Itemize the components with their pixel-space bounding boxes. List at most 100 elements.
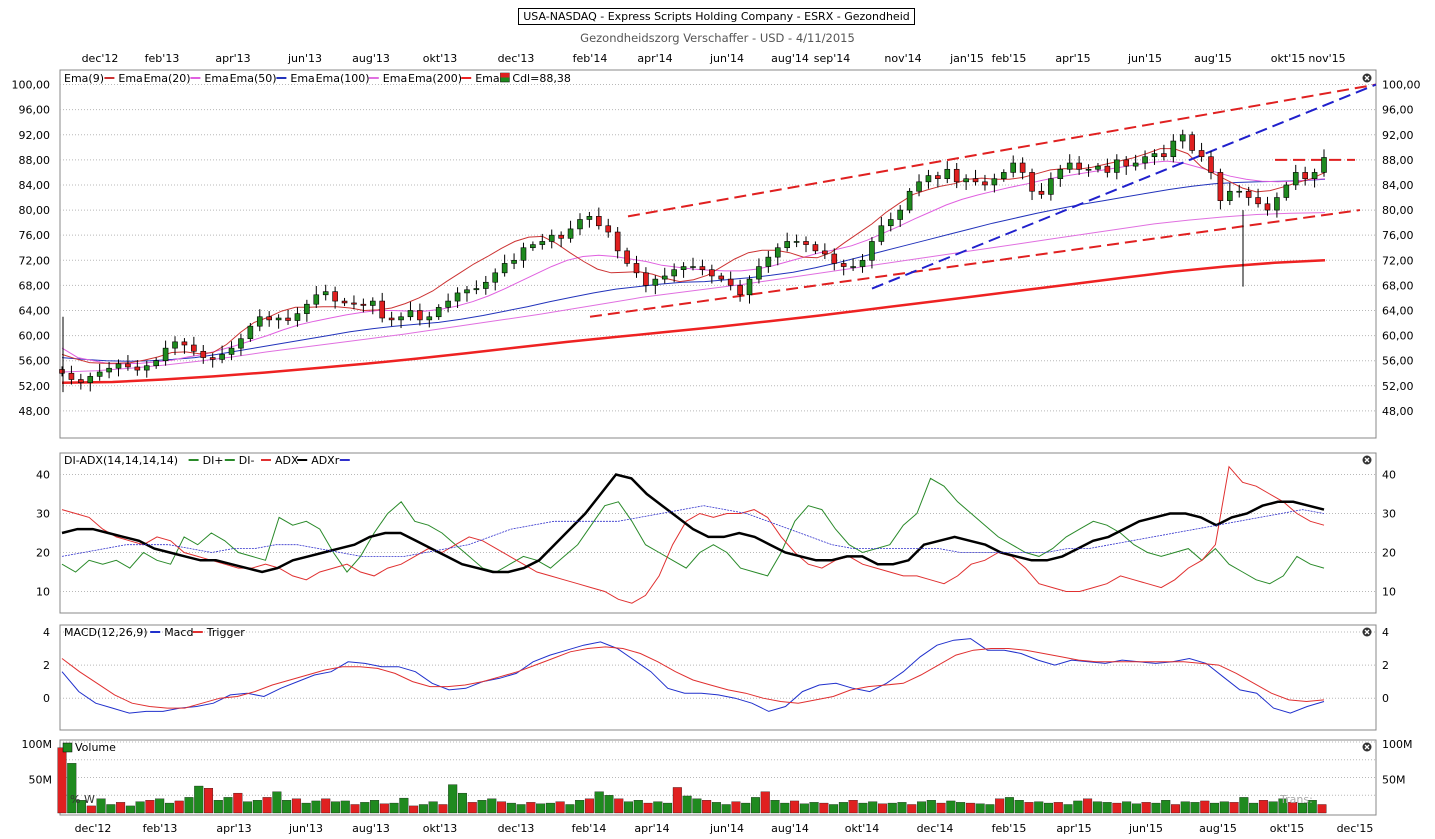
candle-down [379, 300, 386, 319]
candle-up [680, 266, 687, 270]
volume-bar [67, 763, 77, 814]
volume-bar [624, 801, 634, 814]
candle-up [539, 241, 546, 245]
volume-bar [184, 797, 194, 814]
macd-tick-right: 0 [1382, 692, 1389, 705]
price-tick-left: 72,00 [19, 254, 51, 267]
candle-down [181, 341, 188, 346]
macd-tick-right: 4 [1382, 626, 1389, 639]
chart-title: USA-NASDAQ - Express Scripts Holding Com… [518, 8, 915, 25]
candle-up [859, 259, 866, 267]
price-tick-right: 56,00 [1382, 355, 1414, 368]
volume-bar [1053, 802, 1063, 814]
close-icon[interactable] [1362, 73, 1372, 83]
top-axis-label: apr'13 [215, 52, 250, 65]
candle-up [1057, 168, 1064, 179]
candle-up [143, 365, 150, 371]
bottom-axis-label: feb'15 [992, 822, 1027, 835]
top-axis-label: jun'14 [709, 52, 744, 65]
candle-up [850, 266, 856, 268]
price-tick-right: 80,00 [1382, 204, 1414, 217]
close-icon[interactable] [1362, 627, 1372, 637]
close-icon[interactable] [1362, 742, 1372, 752]
volume-bar [135, 801, 145, 814]
volume-bar [995, 798, 1005, 814]
top-axis-label: dec'13 [498, 52, 535, 65]
candle-down [1019, 162, 1026, 173]
chart-subtitle: Gezondheidszorg Verschaffer - USD - 4/11… [580, 31, 855, 45]
volume-bar [956, 802, 966, 814]
candle-up [577, 219, 583, 230]
volume-bar [106, 804, 116, 814]
volume-bar [1092, 801, 1102, 814]
adx-legend: DI-ADX(14,14,14,14) DI+ DI- ADX ADXr [64, 454, 350, 467]
candle-down [332, 291, 338, 302]
legend-label: Ema [383, 72, 407, 85]
top-axis-label: okt'15 [1271, 52, 1305, 65]
candle-up [661, 275, 668, 280]
candle-up [407, 310, 414, 318]
volume-bar [926, 800, 936, 814]
volume-tick-right: 50M [1382, 774, 1406, 787]
volume-bar [799, 803, 809, 814]
bottom-axis-label: apr'14 [634, 822, 669, 835]
top-axis-label: feb'15 [992, 52, 1027, 65]
series-trigger [61, 646, 1325, 709]
volume-tick-right: 100M [1382, 738, 1413, 751]
candle-up [1292, 172, 1299, 186]
series-adxr [61, 505, 1325, 557]
candle-up [96, 371, 103, 377]
legend-label: Ema(200) [408, 72, 462, 85]
candle-up [746, 278, 753, 296]
macd-tick-left: 2 [43, 659, 50, 672]
price-tick-right: 64,00 [1382, 304, 1414, 317]
adx-grid [60, 474, 1376, 592]
volume-bar [1044, 802, 1054, 814]
volume-bar [1297, 802, 1307, 814]
close-icon[interactable] [1362, 455, 1372, 465]
volume-bar [663, 802, 673, 814]
price-tick-left: 88,00 [19, 154, 51, 167]
volume-bar [145, 800, 155, 814]
candle-down [624, 250, 630, 264]
candle-down [191, 344, 197, 352]
candle-up [162, 347, 169, 361]
volume-bar [536, 803, 546, 814]
candle-up [1095, 165, 1101, 170]
candle-down [200, 350, 207, 358]
legend-label: Ema [118, 72, 142, 85]
candle-up [247, 325, 254, 340]
price-tick-right: 48,00 [1382, 405, 1414, 418]
top-axis-label: nov'14 [884, 52, 921, 65]
candle-up [483, 281, 489, 289]
candle-up [228, 347, 235, 355]
candle-up [520, 247, 527, 261]
candle-down [285, 317, 291, 321]
bottom-axis-label: jun'14 [709, 822, 744, 835]
series-diminus [61, 465, 1325, 604]
volume-bar [1317, 804, 1327, 814]
candle-down [134, 366, 141, 371]
candle-up [548, 234, 555, 242]
candle-up [87, 376, 94, 383]
volume-bar [125, 805, 135, 814]
legend-label: ADX [275, 454, 299, 467]
candle-up [944, 168, 951, 179]
legend-label: Ema [475, 72, 499, 85]
macd-panel [59, 624, 1377, 731]
volume-axis: 100M 100M 50M 50M [22, 738, 1413, 787]
bottom-axis-label: feb'14 [572, 822, 607, 835]
bottom-date-axis: dec'12 feb'13 apr'13 jun'13 aug'13 okt'13 dec'… [75, 822, 1374, 835]
volume-bar [457, 792, 467, 814]
volume-bar [780, 802, 790, 814]
volume-bar [57, 747, 67, 814]
volume-bar [1249, 802, 1259, 814]
candle-up [690, 266, 696, 268]
legend-label: DI- [239, 454, 255, 467]
candle-up [294, 313, 301, 321]
bottom-axis-label: aug'15 [1199, 822, 1237, 835]
legend-label: Macd [164, 626, 193, 639]
candle-up [492, 272, 499, 283]
adx-panel [59, 452, 1377, 614]
top-axis-label: jan'15 [949, 52, 984, 65]
